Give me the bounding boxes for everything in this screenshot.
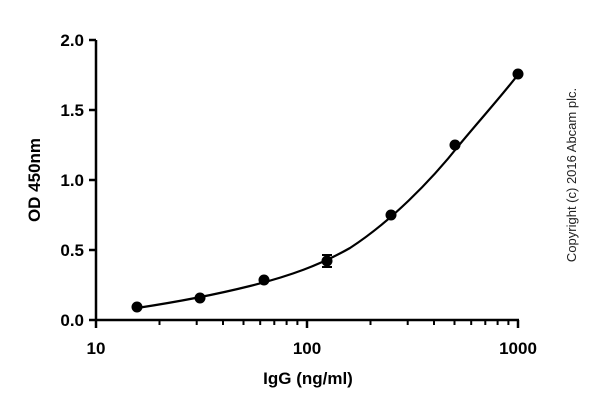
data-point (321, 255, 333, 267)
data-point (258, 274, 270, 286)
y-tick-label: 1.5 (60, 101, 84, 120)
y-tick-label: 0.0 (60, 311, 84, 330)
data-point (131, 301, 143, 313)
data-point (449, 139, 461, 151)
data-points (131, 68, 524, 313)
copyright-notice: Copyright (c) 2016 Abcam plc. (564, 88, 579, 262)
x-tick-label: 10 (87, 339, 106, 358)
y-tick-label: 0.5 (60, 241, 84, 260)
x-tick-label: 1000 (499, 339, 537, 358)
data-point (194, 292, 206, 304)
x-axis: 10 100 1000 (87, 318, 537, 358)
data-point (385, 209, 397, 221)
y-axis: 2.0 1.5 1.0 0.5 0.0 (60, 31, 98, 330)
y-tick-label: 2.0 (60, 31, 84, 50)
fit-curve (136, 71, 521, 310)
x-axis-title: IgG (ng/ml) (263, 369, 353, 388)
y-tick-label: 1.0 (60, 171, 84, 190)
data-point (512, 68, 524, 80)
x-tick-label: 100 (293, 339, 321, 358)
y-axis-title: OD 450nm (25, 138, 44, 222)
